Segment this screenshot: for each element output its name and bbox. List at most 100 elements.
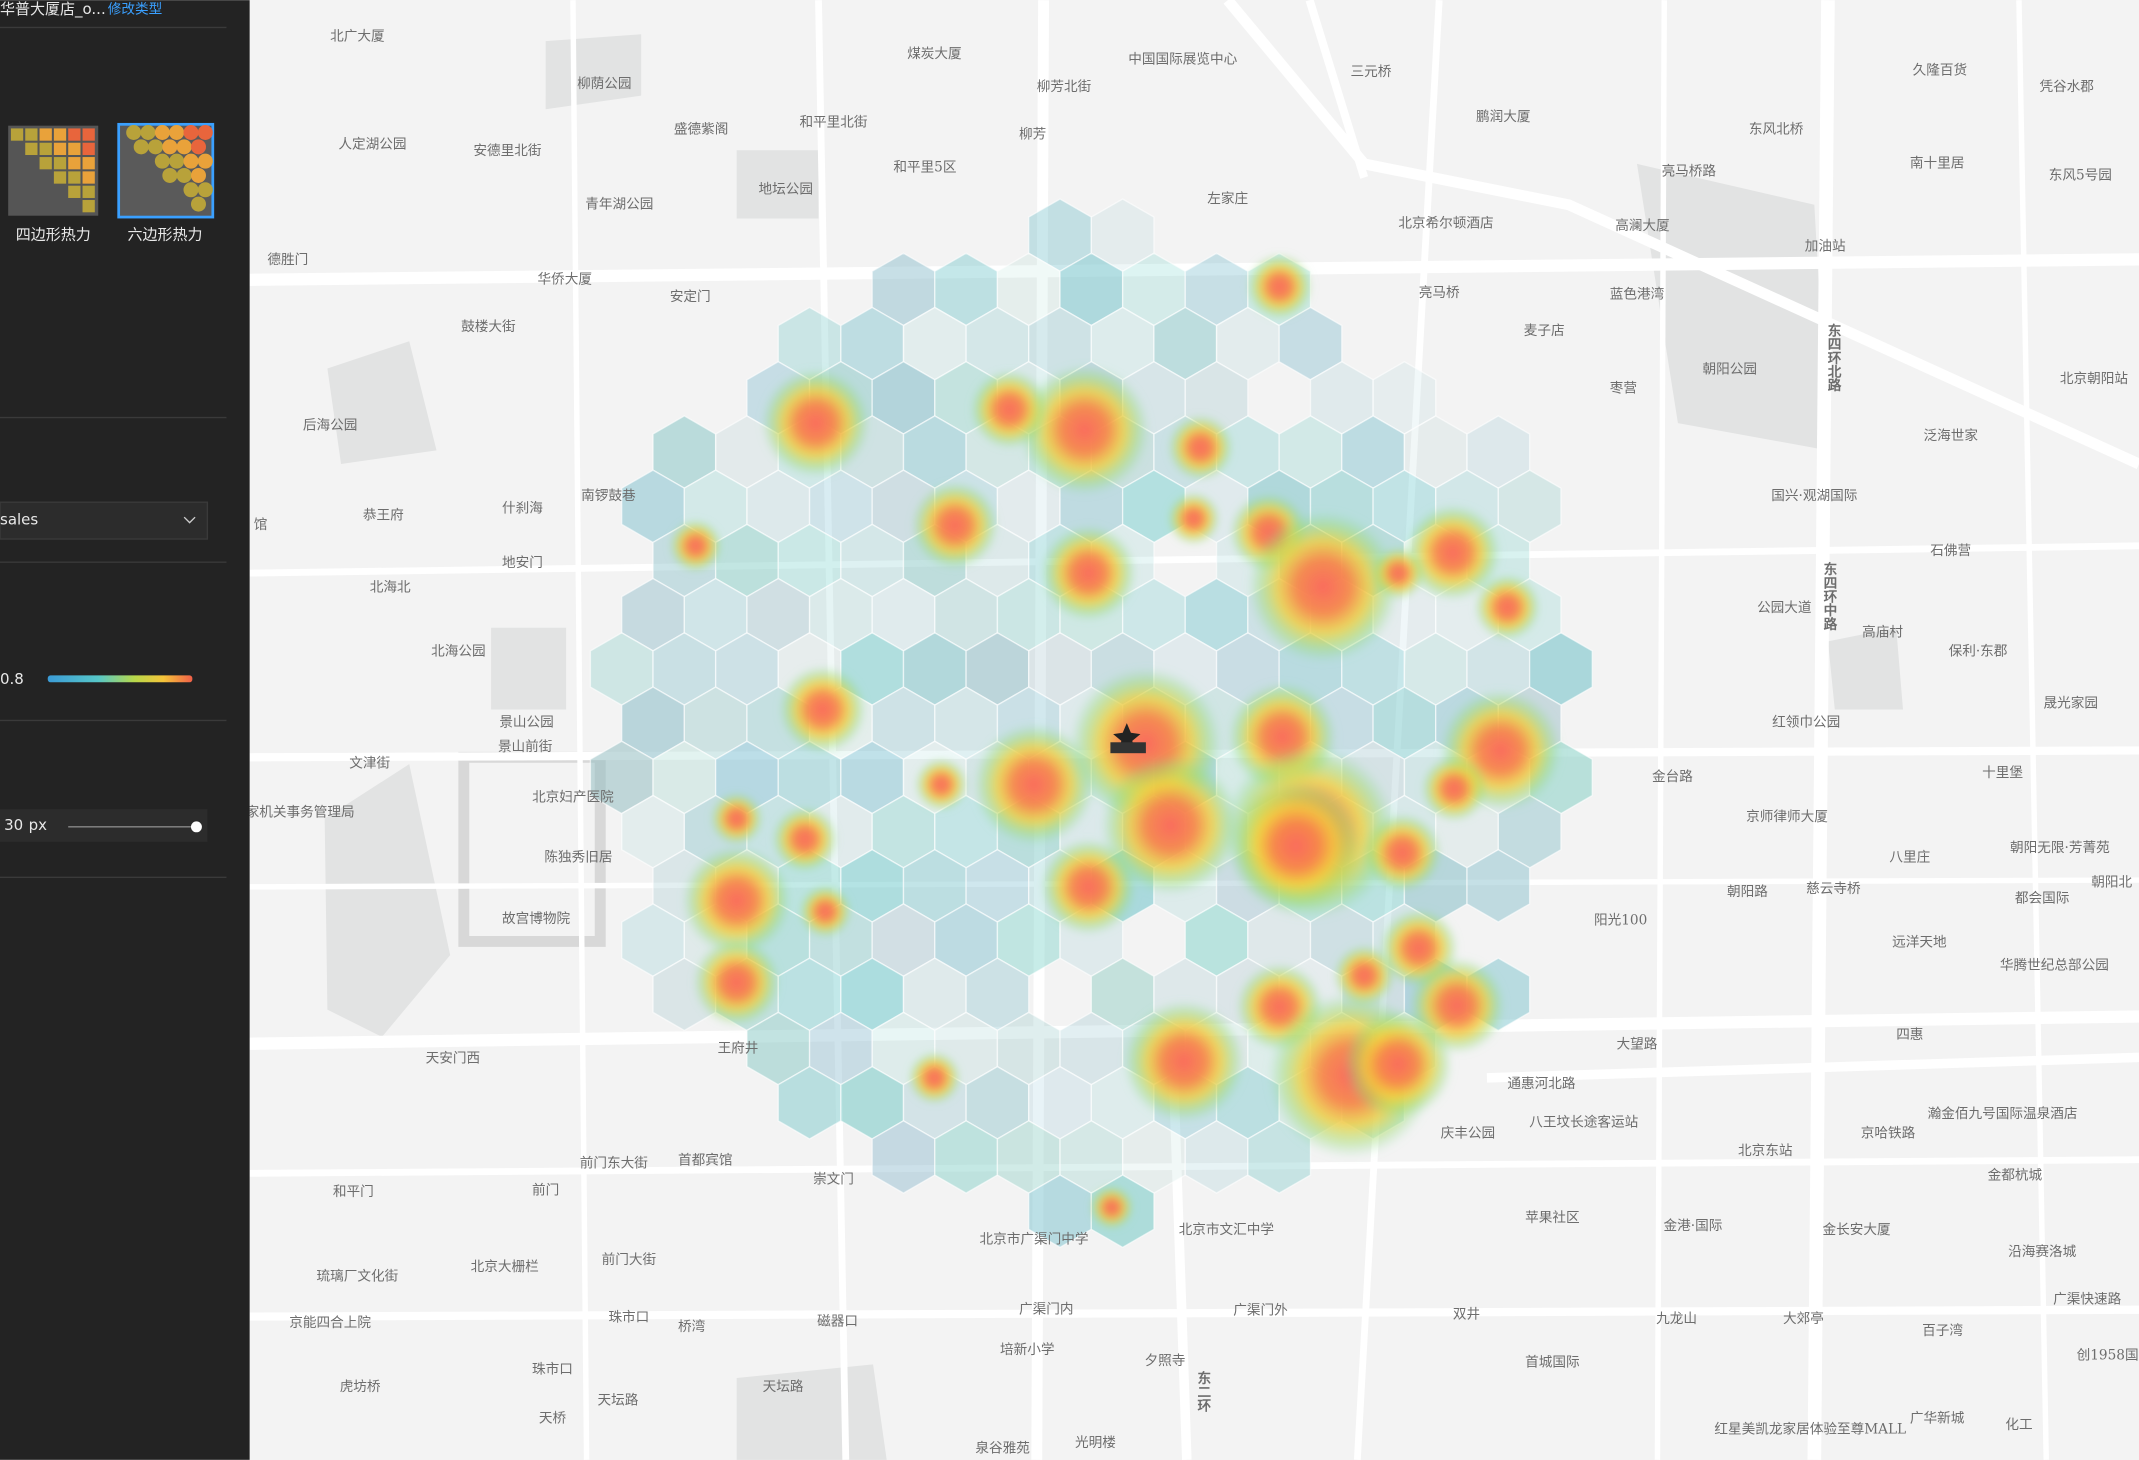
map-label: 前门大街	[602, 1251, 657, 1268]
map-label: 鹏润大厦	[1476, 109, 1531, 125]
map-label: 蓝色港湾	[1610, 285, 1665, 302]
map-label: 桥湾	[678, 1318, 706, 1335]
thumb-cell	[68, 185, 81, 198]
parks	[324, 34, 1904, 1460]
map-label: 泛海世家	[1923, 427, 1978, 444]
map-label: 红星美凯龙家居体验至尊MALL	[1714, 1420, 1906, 1437]
map-label: 景山前街	[498, 738, 553, 755]
heat-spot	[972, 723, 1096, 846]
map-label: 朝阳北	[2091, 874, 2132, 890]
heat-spot	[1246, 510, 1400, 664]
map-label: 馆	[254, 517, 268, 533]
map-label: 大望路	[1617, 1037, 1658, 1053]
heat-spot	[1040, 838, 1137, 935]
style-label: 六边形热力	[128, 225, 203, 243]
map-label: 崇文门	[813, 1172, 854, 1188]
field-value: sales	[0, 510, 38, 528]
thumb-cell	[190, 196, 206, 212]
thumb-cell	[39, 128, 52, 141]
map-label: 柳荫公园	[577, 76, 632, 92]
map-label: 华侨大厦	[538, 271, 593, 287]
color-ramp[interactable]	[47, 675, 193, 683]
map-label: 广渠门外	[1233, 1303, 1288, 1319]
road	[1807, 0, 1835, 1460]
map-label: 北广大厦	[330, 29, 385, 45]
map-label: 人定湖公园	[338, 136, 406, 152]
map-label: 朝阳无限·芳菁苑	[2010, 840, 2110, 856]
map-label: 苹果社区	[1525, 1210, 1580, 1226]
thumb-cell	[53, 157, 67, 170]
map-label: 泉谷雅苑	[975, 1439, 1030, 1456]
map-label: 亮马桥	[1419, 284, 1460, 301]
style-option-selected[interactable]: 六边形热力	[117, 122, 215, 243]
heat-spot	[1474, 574, 1541, 640]
map-label: 地安门	[502, 555, 543, 571]
map-label: 东风北桥	[1749, 121, 1804, 137]
map-label: 安德里北街	[473, 143, 541, 159]
map-label: 琉璃厂文化街	[317, 1268, 399, 1285]
map-label: 天安门西	[426, 1050, 481, 1066]
map-label: 虎坊桥	[340, 1379, 381, 1395]
map-label: 盛德紫阁	[674, 121, 729, 137]
map-label: 瀚金佰九号国际温泉酒店	[1928, 1105, 2078, 1122]
map-label: 东二环	[1194, 1370, 1211, 1413]
map-label: 广渠门内	[1019, 1301, 1073, 1317]
map-label: 光明楼	[1075, 1435, 1116, 1451]
road	[1168, 1064, 1192, 1460]
change-type-link[interactable]: 修改类型	[108, 2, 163, 18]
road	[1654, 0, 1668, 1460]
map-label: 京师律师大厦	[1746, 809, 1828, 825]
map-label: 金港·国际	[1663, 1218, 1722, 1234]
road	[249, 1305, 2139, 1321]
map-label: 天坛路	[763, 1379, 804, 1395]
thumb-cell	[169, 124, 185, 141]
opacity-value: 0.8	[0, 670, 24, 688]
thumb-cell	[162, 139, 178, 155]
map-label: 庆丰公园	[1441, 1125, 1496, 1141]
map-label: 北海北	[370, 580, 411, 596]
map-label: 金都杭城	[1988, 1168, 2043, 1184]
thumb-cell	[176, 139, 192, 155]
heat-spot	[1363, 813, 1442, 893]
map-label: 北京市广渠门中学	[980, 1231, 1089, 1248]
map-label: 华腾世纪总部公园	[2000, 956, 2109, 973]
heat-spot	[799, 885, 852, 938]
map-label: 枣营	[1610, 380, 1637, 396]
road	[2016, 0, 2049, 1460]
heat-spot	[1230, 780, 1362, 912]
square-thumbnail	[10, 128, 95, 213]
radius-value: 30	[4, 816, 23, 834]
road	[1486, 1052, 2139, 1083]
map-label: 京哈铁路	[1861, 1125, 1916, 1141]
map-label: 和平里5区	[893, 159, 956, 175]
map-label: 国家机关事务管理局	[232, 804, 355, 821]
thumb-cell	[68, 128, 81, 141]
heat-spot	[915, 758, 968, 811]
map-label: 珠市口	[532, 1360, 573, 1377]
thumb-cell	[183, 182, 199, 198]
map-label: 高澜大厦	[1615, 217, 1670, 234]
map-label: 煤炭大厦	[907, 46, 962, 62]
map-label: 麦子店	[1524, 323, 1565, 339]
thumb-cell	[133, 139, 149, 155]
map-label: 金台路	[1652, 769, 1693, 785]
map-label: 青年湖公园	[585, 196, 653, 212]
thumb-cell	[53, 171, 67, 184]
store-marker[interactable]	[1110, 723, 1146, 754]
thumb-cell	[53, 142, 67, 156]
map-label: 大郊亭	[1783, 1310, 1824, 1327]
thumb-cell	[82, 171, 95, 184]
map-label: 王府井	[718, 1041, 759, 1057]
field-select[interactable]: sales	[0, 501, 209, 540]
hex-thumbnail	[126, 124, 213, 212]
map-label: 晟光家园	[2044, 695, 2099, 712]
map-label: 广华新城	[1910, 1410, 1965, 1426]
map-label: 都会国际	[2015, 891, 2070, 907]
map-label: 石佛营	[1930, 543, 1971, 559]
slider-handle[interactable]	[190, 821, 202, 833]
style-option[interactable]: 四边形热力	[8, 125, 99, 244]
map-label: 阳光100	[1594, 912, 1647, 928]
map-label: 北海公园	[431, 644, 486, 660]
heat-spot	[908, 1051, 961, 1105]
